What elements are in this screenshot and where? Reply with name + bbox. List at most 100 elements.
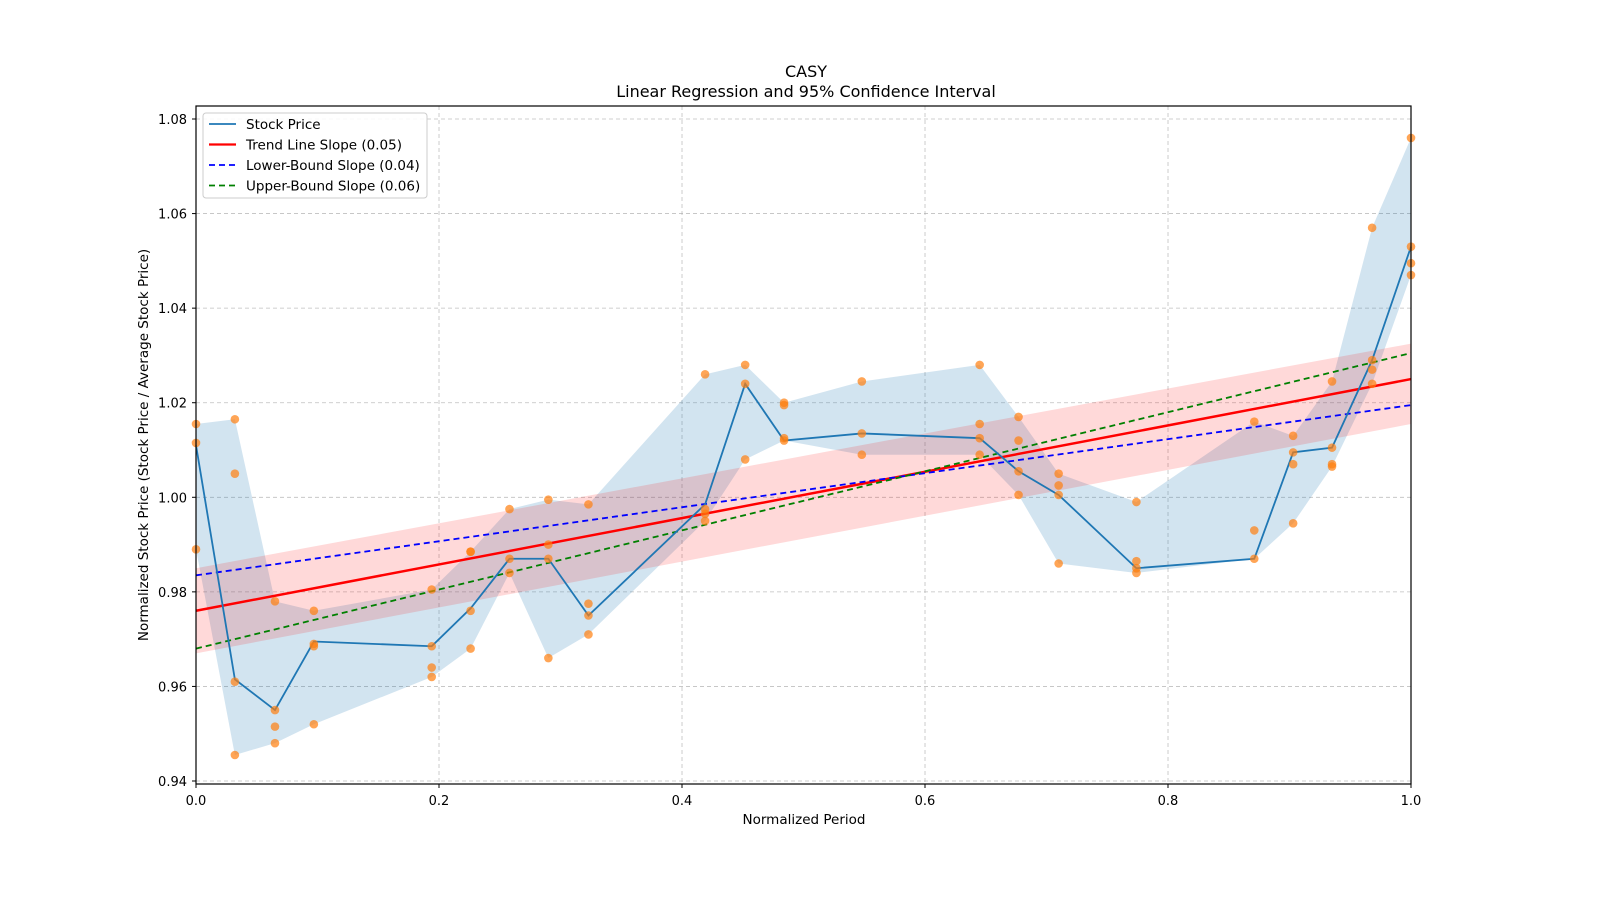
scatter-point <box>857 450 867 460</box>
scatter-point <box>1249 526 1259 535</box>
scatter-point <box>779 400 789 410</box>
scatter-point <box>1327 443 1337 452</box>
legend-label: Lower-Bound Slope (0.04) <box>246 158 420 174</box>
scatter-point <box>309 641 319 651</box>
scatter-point <box>1367 355 1377 365</box>
x-tick-label: 0.0 <box>186 794 207 809</box>
y-axis-label: Normalized Stock Price (Stock Price / Av… <box>136 249 152 641</box>
x-tick-label: 0.2 <box>429 794 450 809</box>
y-tick-label: 1.06 <box>158 208 187 223</box>
scatter-point <box>544 653 553 663</box>
confidence-band <box>196 343 1411 654</box>
x-axis-label: Normalized Period <box>743 812 866 828</box>
scatter-point <box>740 455 750 464</box>
scatter-point <box>230 750 240 760</box>
scatter-point <box>230 414 240 424</box>
scatter-point <box>975 450 984 460</box>
scatter-point <box>466 547 475 556</box>
scatter-point <box>700 509 710 519</box>
scatter-point <box>857 429 867 438</box>
scatter-point <box>309 606 319 616</box>
upper-bound-line <box>195 352 1412 650</box>
scatter-point <box>1249 554 1259 564</box>
legend-label: Stock Price <box>246 117 321 133</box>
scatter-point <box>1054 469 1063 478</box>
x-tick-label: 1.0 <box>1401 794 1422 809</box>
scatter-point <box>740 379 750 389</box>
scatter-point <box>1367 379 1377 389</box>
scatter-point <box>505 568 514 578</box>
trend-line <box>195 377 1412 613</box>
y-tick-label: 0.96 <box>158 680 187 695</box>
scatter-point <box>584 630 593 639</box>
scatter-point <box>544 495 553 504</box>
y-tick-label: 0.94 <box>158 775 187 790</box>
scatter-point <box>584 500 593 509</box>
scatter-point <box>1327 462 1337 471</box>
y-tick-label: 1.02 <box>158 397 187 412</box>
scatter-point <box>1132 556 1141 566</box>
scatter-point <box>740 360 750 370</box>
y-tick-label: 0.98 <box>158 586 187 601</box>
scatter-point <box>975 419 984 429</box>
scatter-point <box>584 599 593 608</box>
x-tick-label: 0.4 <box>672 794 693 809</box>
y-tick-label: 1.00 <box>158 491 187 506</box>
scatter-point <box>427 585 437 594</box>
scatter-point <box>505 554 514 564</box>
lines <box>195 246 1412 712</box>
scatter-point <box>1288 518 1298 528</box>
legend-label: Upper-Bound Slope (0.06) <box>246 179 420 195</box>
scatter-point <box>584 611 593 620</box>
chart-title: CASY <box>785 62 827 81</box>
stock-price-line <box>195 246 1412 712</box>
scatter-point <box>1327 377 1337 386</box>
scatter-point <box>270 705 280 715</box>
legend-box <box>202 112 428 199</box>
lower-bound-line <box>195 404 1412 577</box>
legend-label: Trend Line Slope (0.05) <box>245 138 402 154</box>
scatter-point <box>779 436 789 445</box>
x-tick-label: 0.8 <box>1158 794 1179 809</box>
scatter-point <box>1367 223 1377 233</box>
scatter-point <box>270 597 280 606</box>
y-tick-label: 1.04 <box>158 302 187 317</box>
scatter-point <box>270 722 280 731</box>
scatter-point <box>1054 490 1063 500</box>
scatter-point <box>309 719 319 729</box>
scatter-point <box>857 377 867 386</box>
scatter-point <box>427 663 437 672</box>
scatter-point <box>1132 568 1141 578</box>
scatter-point <box>1249 417 1259 426</box>
x-axis: 0.0 0.2 0.4 0.6 0.8 1.0 <box>186 784 1422 809</box>
plot-frame <box>195 105 1412 785</box>
scatter-point <box>427 672 437 682</box>
scatter-point <box>1054 559 1063 568</box>
scatter-point <box>975 360 984 370</box>
scatter-point <box>1014 412 1023 422</box>
scatter-point <box>1014 466 1023 476</box>
scatter-point <box>1367 365 1377 374</box>
bands <box>196 137 1411 755</box>
scatter-point <box>270 738 280 748</box>
scatter-point <box>700 516 710 526</box>
scatter-point <box>1014 490 1023 500</box>
scatter-point <box>505 504 514 514</box>
y-axis: 0.94 0.96 0.98 1.00 1.02 1.04 1.06 1.08 <box>158 113 196 790</box>
scatter-point <box>230 677 240 687</box>
scatter-point <box>544 554 553 564</box>
scatter-point <box>1014 436 1023 445</box>
x-tick-label: 0.6 <box>915 794 936 809</box>
scatter-point <box>1288 448 1298 457</box>
scatter-point <box>1288 459 1298 469</box>
scatter-point <box>427 641 437 651</box>
scatter-point <box>544 540 553 549</box>
scatter-point <box>466 644 475 653</box>
chart-subtitle: Linear Regression and 95% Confidence Int… <box>616 82 996 101</box>
scatter-point <box>230 469 240 478</box>
scatter-point <box>466 606 475 616</box>
scatter-point <box>975 433 984 443</box>
scatter-point <box>1288 431 1298 441</box>
scatter-point <box>1132 497 1141 507</box>
